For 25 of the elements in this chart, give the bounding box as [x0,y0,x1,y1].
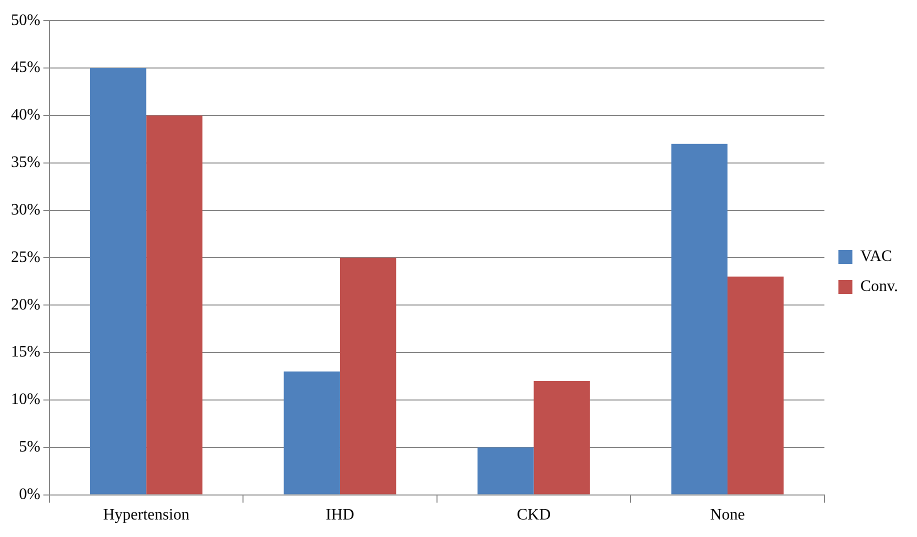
y-tick-label: 20% [11,296,40,314]
x-tick-label: CKD [516,506,551,524]
y-tick-label: 40% [11,106,40,124]
bar [534,380,590,494]
bar [478,447,534,494]
bar [340,258,396,494]
y-tick-label: 50% [11,12,40,29]
y-tick-label: 35% [11,154,40,172]
y-tick-label: 15% [11,344,40,361]
y-tick-label: 0% [19,486,40,504]
y-tick-label: 25% [11,248,40,266]
bar [90,68,146,494]
legend-label: Conv. [860,278,898,296]
x-tick-label: None [710,506,745,524]
bar [671,144,728,494]
bar [727,276,784,494]
bar [284,372,340,494]
legend-label: VAC [860,248,892,266]
x-tick-label: Hypertension [103,506,190,524]
y-tick-label: 45% [11,59,40,76]
y-tick-label: 10% [11,391,40,408]
y-tick-label: 30% [11,201,40,218]
y-tick-label: 5% [19,438,40,456]
bar [146,115,202,494]
x-tick-label: IHD [326,506,354,524]
